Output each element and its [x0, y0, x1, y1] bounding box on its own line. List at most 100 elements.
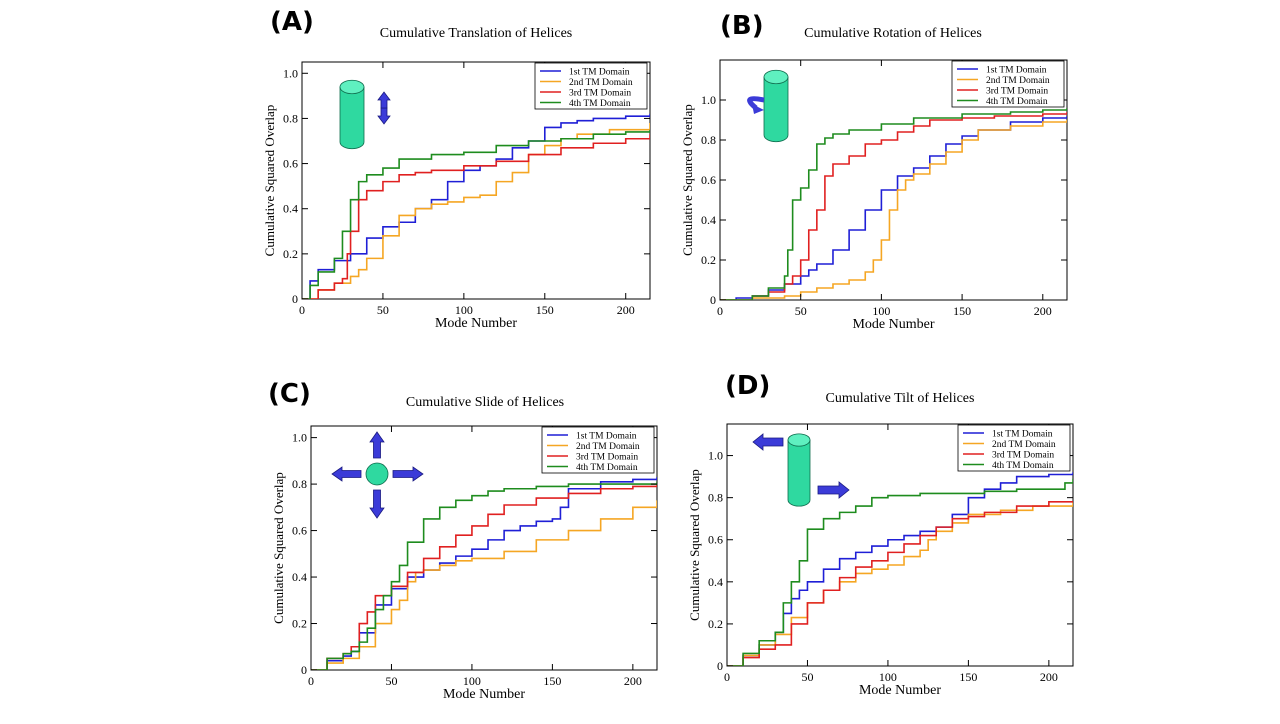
y-tick-label: 1.0	[701, 93, 716, 107]
legend-label: 2nd TM Domain	[992, 440, 1056, 450]
chart-panel-0: (A) Cumulative Translation of Helices 0 50 1…	[262, 7, 651, 331]
panel-letter: (B)	[720, 11, 764, 41]
y-tick-label: 0.4	[708, 575, 723, 589]
x-tick-label: 100	[879, 670, 897, 684]
x-tick-label: 0	[724, 670, 730, 684]
y-tick-label: 1.0	[283, 66, 298, 80]
y-axis-label: Cumulative Squared Overlap	[680, 104, 695, 256]
x-tick-label: 0	[717, 304, 723, 318]
y-tick-label: 0	[717, 659, 723, 673]
x-axis-label: Mode Number	[435, 316, 517, 331]
y-tick-label: 0.4	[283, 202, 298, 216]
series-line-3	[727, 501, 1073, 666]
y-tick-label: 0.2	[701, 253, 716, 267]
y-axis-label: Cumulative Squared Overlap	[262, 105, 277, 257]
x-tick-label: 100	[455, 303, 473, 317]
panel-1-diagram-icon	[747, 69, 789, 143]
y-tick-label: 0.6	[708, 533, 723, 547]
x-tick-label: 150	[543, 674, 561, 688]
chart-title: Cumulative Tilt of Helices	[826, 391, 975, 406]
x-tick-label: 200	[1040, 670, 1058, 684]
x-tick-label: 50	[385, 674, 397, 688]
x-tick-label: 50	[795, 304, 807, 318]
x-tick-label: 150	[959, 670, 977, 684]
plot-frame	[310, 425, 658, 671]
y-tick-label: 0.6	[701, 173, 716, 187]
x-tick-label: 50	[801, 670, 813, 684]
series-line-1	[720, 116, 1067, 300]
x-axis-label: Mode Number	[852, 317, 934, 332]
x-axis-label: Mode Number	[859, 683, 941, 698]
legend-label: 4th TM Domain	[992, 461, 1054, 471]
y-tick-label: 0.4	[292, 570, 307, 584]
series-line-1	[727, 472, 1073, 666]
series-line-4	[311, 481, 657, 670]
legend-label: 2nd TM Domain	[576, 442, 640, 452]
y-tick-label: 0.4	[701, 213, 716, 227]
panel-letter: (C)	[268, 379, 311, 409]
panel-0-diagram-icon	[339, 79, 391, 150]
legend-label: 4th TM Domain	[569, 99, 631, 109]
series-line-1	[302, 113, 650, 299]
panel-2-diagram-icon	[331, 431, 424, 519]
legend-label: 1st TM Domain	[569, 68, 630, 78]
x-tick-label: 150	[536, 303, 554, 317]
series-line-2	[302, 122, 650, 299]
y-axis-label: Cumulative Squared Overlap	[271, 472, 286, 624]
series-line-3	[311, 484, 657, 670]
panel-letter: (D)	[725, 371, 770, 401]
x-tick-label: 50	[377, 303, 389, 317]
y-tick-label: 0.8	[283, 111, 298, 125]
legend-label: 3rd TM Domain	[569, 89, 631, 99]
series-line-4	[720, 108, 1067, 300]
legend-label: 1st TM Domain	[992, 430, 1053, 440]
x-tick-label: 0	[299, 303, 305, 317]
chart-panel-1: (B) Cumulative Rotation of Helices 0 50 100 1…	[680, 11, 1068, 332]
legend-label: 1st TM Domain	[986, 66, 1047, 76]
legend-label: 2nd TM Domain	[986, 76, 1050, 86]
y-tick-label: 0.8	[701, 133, 716, 147]
x-tick-label: 0	[308, 674, 314, 688]
y-tick-label: 0.2	[708, 617, 723, 631]
legend-label: 3rd TM Domain	[576, 453, 638, 463]
x-tick-label: 150	[953, 304, 971, 318]
series-line-4	[727, 478, 1073, 666]
series-line-4	[302, 129, 650, 299]
legend-label: 3rd TM Domain	[986, 87, 1048, 97]
legend-label: 4th TM Domain	[986, 97, 1048, 107]
y-tick-label: 0.8	[708, 491, 723, 505]
legend-label: 2nd TM Domain	[569, 78, 633, 88]
y-tick-label: 0.6	[292, 524, 307, 538]
panel-3-diagram-icon	[752, 433, 850, 507]
x-tick-label: 200	[624, 674, 642, 688]
chart-panel-3: (D) Cumulative Tilt of Helices 0 50 100 150 20…	[687, 371, 1074, 698]
y-tick-label: 0	[710, 293, 716, 307]
y-tick-label: 1.0	[708, 449, 723, 463]
legend-label: 1st TM Domain	[576, 432, 637, 442]
y-axis-label: Cumulative Squared Overlap	[687, 469, 702, 621]
chart-title: Cumulative Translation of Helices	[380, 26, 572, 41]
y-tick-label: 1.0	[292, 431, 307, 445]
chart-title: Cumulative Slide of Helices	[406, 395, 564, 410]
series-line-3	[302, 134, 650, 299]
x-tick-label: 100	[872, 304, 890, 318]
legend-label: 4th TM Domain	[576, 463, 638, 473]
y-tick-label: 0.8	[292, 477, 307, 491]
x-tick-label: 200	[617, 303, 635, 317]
x-tick-label: 200	[1034, 304, 1052, 318]
y-tick-label: 0.6	[283, 157, 298, 171]
series-line-1	[311, 477, 657, 670]
x-tick-label: 100	[463, 674, 481, 688]
chart-panel-2: (C) Cumulative Slide of Helices 0 50 100 150 2…	[268, 379, 658, 702]
panel-letter: (A)	[270, 7, 314, 37]
series-line-2	[720, 120, 1067, 300]
plot-frame	[301, 61, 651, 300]
x-axis-label: Mode Number	[443, 687, 525, 702]
y-tick-label: 0.2	[292, 617, 307, 631]
series-line-2	[727, 501, 1073, 666]
